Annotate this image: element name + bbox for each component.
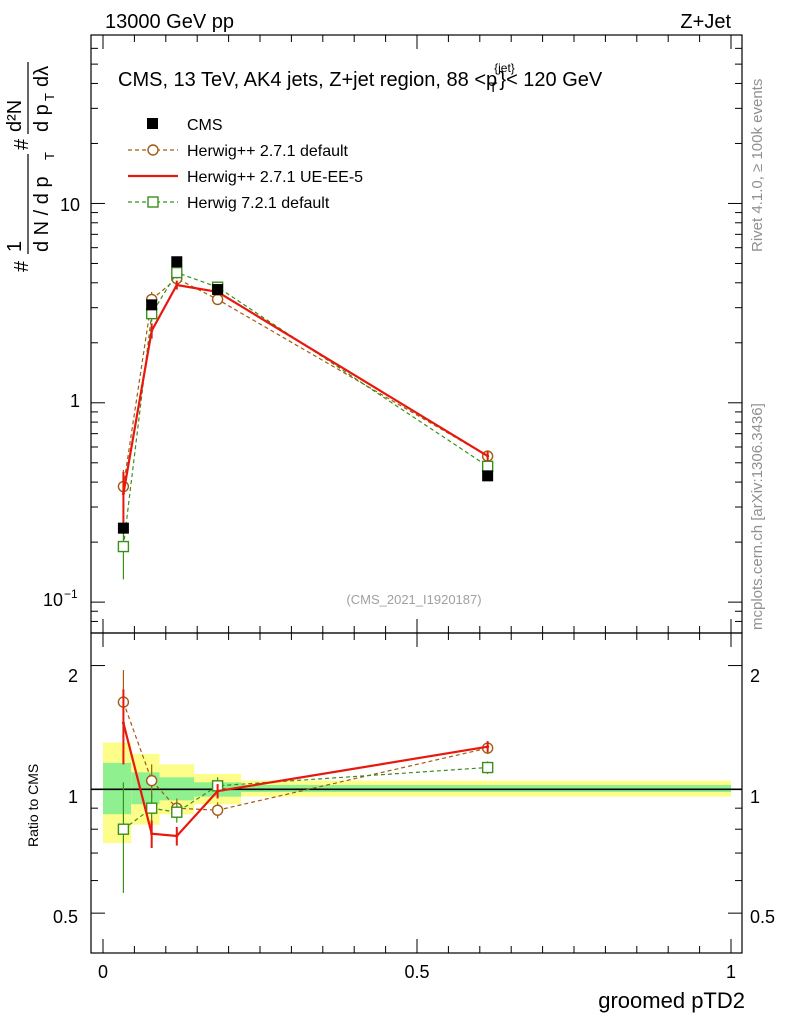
y-tick-label-1: 1 — [70, 391, 80, 411]
data-point-herwigpp-ueee5 — [175, 283, 179, 287]
data-point-herwig7 — [481, 460, 494, 473]
data-point-herwigpp-ueee5 — [486, 454, 490, 458]
title-sup: {jet} — [494, 61, 515, 75]
ratio-point-herwig7 — [481, 761, 494, 774]
legend-marker-cms — [147, 118, 158, 129]
x-tick-label-0: 0 — [98, 962, 108, 982]
x-axis-label: groomed pTD2 — [598, 988, 745, 1013]
ratio-point-herwigpp-ueee5 — [150, 832, 154, 836]
y-tick-label-0.1-exponent: −1 — [64, 587, 78, 601]
series-line-1 — [122, 277, 489, 487]
ratio-point-herwigpp-default — [145, 774, 158, 787]
data-point-herwig7 — [117, 540, 130, 553]
ratio-panel — [90, 632, 743, 954]
main-y-axis-label: # 1 d N / d p T # d²N d p T dλ — [4, 62, 57, 272]
ratio-line-2 — [123, 766, 488, 830]
data-point-cms — [212, 284, 224, 296]
legend-label-herwigpp-default: Herwig++ 2.7.1 default — [187, 143, 349, 160]
ratio-point-herwig7 — [171, 806, 183, 818]
main-panel: (CMS_2021_I1920187) — [90, 34, 743, 634]
header-process: Z+Jet — [680, 11, 731, 33]
stat-uncertainty-band — [103, 762, 132, 815]
x-tick-label-1: 1 — [726, 962, 736, 982]
y-tick-label-10: 10 — [60, 195, 80, 215]
y-tick-label-0.1: 10 — [43, 590, 63, 610]
ratio-y-tick-label-2-right: 2 — [750, 666, 760, 686]
legend-marker-herwig7 — [147, 196, 159, 208]
rivet-version-label: Rivet 4.1.0, ≥ 100k events — [749, 79, 766, 252]
ratio-y-axis-label: Ratio to CMS — [25, 764, 41, 847]
mcplots-label: mcplots.cern.ch [arXiv:1306.3436] — [749, 403, 766, 630]
legend-label-herwigpp-ueee5: Herwig++ 2.7.1 UE-EE-5 — [187, 169, 363, 186]
data-point-cms — [482, 470, 494, 482]
main-series-layer — [117, 256, 494, 580]
ratio-point-herwigpp-default — [211, 804, 224, 816]
data-point-herwigpp-default — [211, 293, 224, 306]
y-label-denominator: d N / d p — [31, 176, 53, 252]
ratio-y-tick-label-2: 2 — [68, 666, 78, 686]
header-energy: 13000 GeV pp — [105, 11, 234, 33]
analysis-watermark: (CMS_2021_I1920187) — [346, 592, 481, 607]
ratio-y-tick-label-1-right: 1 — [750, 787, 760, 807]
data-point-cms — [171, 256, 183, 268]
y-label-one: 1 — [4, 241, 26, 252]
data-point-herwig7 — [171, 266, 183, 279]
data-point-herwigpp-ueee5 — [121, 492, 125, 496]
ratio-point-herwig7 — [117, 823, 130, 835]
legend-entry-herwigpp-ueee5: Herwig++ 2.7.1 UE-EE-5 — [128, 169, 363, 186]
data-point-herwigpp-ueee5 — [150, 329, 154, 333]
y-label-hash-2: # — [11, 138, 33, 150]
legend-label-cms: CMS — [187, 117, 223, 134]
y-label-hash-1: # — [11, 260, 33, 272]
ratio-point-herwig7 — [145, 802, 158, 814]
legend-entry-herwigpp-default: Herwig++ 2.7.1 default — [128, 143, 349, 160]
y-label-sub-t: T — [42, 152, 57, 160]
ratio-y-tick-label-0.5-right: 0.5 — [750, 907, 775, 927]
ratio-y-tick-label-0.5: 0.5 — [53, 907, 78, 927]
ratio-series-layer — [117, 670, 494, 893]
plot-title: CMS, 13 TeV, AK4 jets, Z+jet region, 88 … — [118, 61, 603, 95]
ratio-y-tick-label-1: 1 — [68, 787, 78, 807]
y-label-sub-t-2: T — [42, 93, 57, 101]
legend: CMS Herwig++ 2.7.1 default Herwig++ 2.7.… — [128, 117, 363, 212]
title-post: }< 120 GeV — [499, 69, 603, 91]
x-tick-label-0.5: 0.5 — [404, 962, 429, 982]
data-point-cms — [117, 522, 129, 534]
legend-entry-herwig7: Herwig 7.2.1 default — [128, 195, 330, 212]
ratio-point-herwigpp-ueee5 — [175, 834, 179, 838]
legend-marker-herwigpp-default — [147, 144, 159, 156]
series-line-3 — [122, 271, 489, 547]
ratio-point-herwigpp-ueee5 — [121, 721, 125, 725]
data-point-cms — [146, 299, 158, 311]
y-label-dpt: d p — [31, 104, 53, 132]
title-pre: CMS, 13 TeV, AK4 jets, Z+jet region, 88 … — [118, 69, 497, 91]
ratio-point-herwigpp-ueee5 — [486, 745, 490, 749]
main-axis-ticks — [91, 34, 742, 634]
y-label-dlambda: dλ — [31, 66, 53, 87]
series-line-2 — [122, 283, 489, 494]
y-label-d2n: d²N — [4, 100, 26, 132]
title-sub: T — [489, 79, 498, 95]
ratio-frame — [90, 632, 743, 954]
legend-entry-cms: CMS — [147, 117, 223, 134]
stat-uncertainty-band — [241, 784, 731, 793]
ratio-point-herwigpp-ueee5 — [216, 789, 220, 793]
legend-label-herwig7: Herwig 7.2.1 default — [187, 195, 330, 212]
